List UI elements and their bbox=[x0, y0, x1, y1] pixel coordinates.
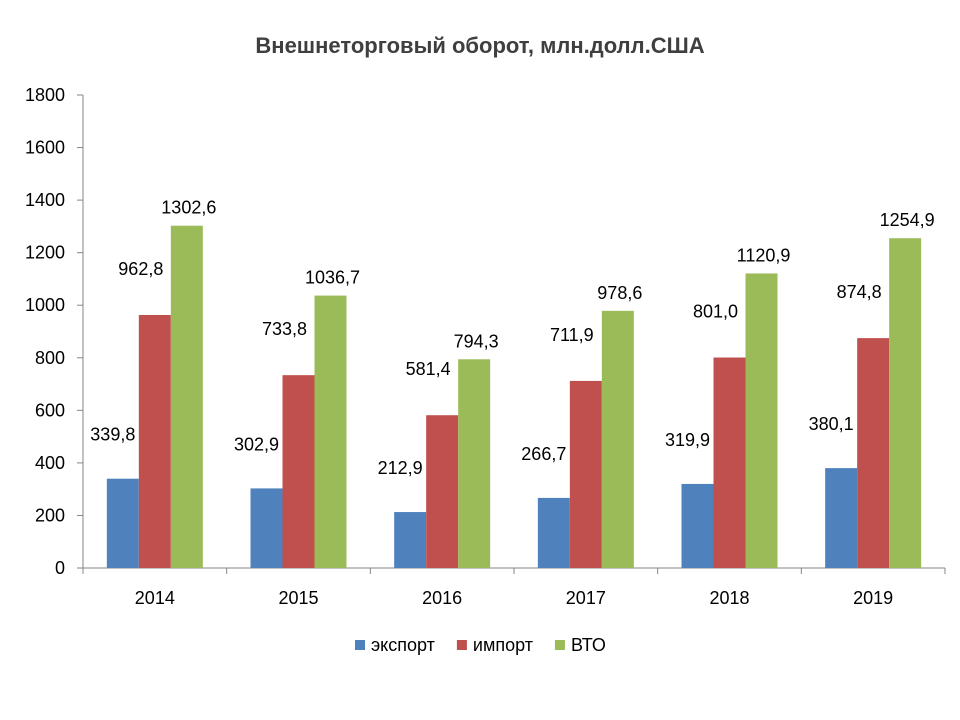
data-label: 874,8 bbox=[837, 282, 882, 302]
chart-bars bbox=[106, 225, 922, 568]
data-label: 1254,9 bbox=[880, 210, 935, 230]
data-label: 1120,9 bbox=[737, 245, 791, 265]
data-label: 978,6 bbox=[597, 283, 642, 303]
y-tick-label: 800 bbox=[35, 348, 65, 368]
bar-import-2017 bbox=[569, 380, 602, 568]
x-tick-label: 2015 bbox=[278, 588, 318, 608]
legend-label: экспорт bbox=[371, 635, 435, 655]
legend-swatch bbox=[355, 640, 365, 650]
data-label: 581,4 bbox=[406, 359, 451, 379]
data-label: 794,3 bbox=[454, 331, 499, 351]
x-tick-label: 2017 bbox=[566, 588, 606, 608]
bar-import-2019 bbox=[857, 338, 890, 568]
bar-import-2015 bbox=[282, 375, 315, 568]
bar-export-2017 bbox=[537, 497, 570, 568]
chart-legend: экспорт импорт ВТО bbox=[355, 635, 606, 655]
x-tick-label: 2016 bbox=[422, 588, 462, 608]
bar-vto-2017 bbox=[601, 310, 634, 568]
bar-vto-2016 bbox=[458, 359, 491, 568]
y-tick-label: 1000 bbox=[25, 295, 65, 315]
bar-vto-2018 bbox=[745, 273, 778, 568]
data-label: 380,1 bbox=[809, 414, 854, 434]
bar-export-2014 bbox=[106, 478, 139, 568]
data-label: 266,7 bbox=[521, 444, 566, 464]
data-label: 801,0 bbox=[693, 302, 738, 322]
chart-axes: 0 200 400 600 800 1000 1200 1400 1600 1800 2014 201… bbox=[25, 85, 946, 608]
y-tick-label: 1600 bbox=[25, 138, 65, 158]
bar-vto-2019 bbox=[889, 238, 922, 568]
data-label: 962,8 bbox=[118, 259, 163, 279]
y-tick-label: 400 bbox=[35, 453, 65, 473]
bar-export-2018 bbox=[681, 483, 714, 568]
bar-import-2018 bbox=[713, 357, 746, 568]
data-label: 1036,7 bbox=[305, 268, 360, 288]
legend-label: ВТО bbox=[571, 635, 606, 655]
y-tick-label: 600 bbox=[35, 400, 65, 420]
x-tick-label: 2018 bbox=[709, 588, 749, 608]
data-label: 711,9 bbox=[550, 325, 594, 345]
x-tick-label: 2014 bbox=[135, 588, 175, 608]
data-label: 1302,6 bbox=[161, 198, 216, 218]
data-label: 319,9 bbox=[665, 430, 710, 450]
bar-import-2014 bbox=[138, 314, 171, 568]
x-tick-label: 2019 bbox=[853, 588, 893, 608]
bar-vto-2015 bbox=[314, 295, 347, 568]
data-label: 302,9 bbox=[234, 434, 279, 454]
legend-label: импорт bbox=[473, 635, 533, 655]
legend-swatch bbox=[456, 640, 467, 650]
bar-export-2016 bbox=[394, 512, 427, 568]
chart-title: Внешнеторговый оборот, млн.долл.США bbox=[255, 33, 704, 58]
y-tick-label: 1200 bbox=[25, 243, 65, 263]
chart-data-labels: 339,8 302,9 212,9 266,7 319,9 380,1 962,8 733,8… bbox=[90, 198, 934, 478]
legend-swatch bbox=[554, 640, 565, 650]
y-tick-label: 1800 bbox=[25, 85, 65, 105]
y-tick-label: 200 bbox=[35, 505, 65, 525]
bar-vto-2014 bbox=[170, 225, 203, 568]
bar-export-2015 bbox=[250, 488, 283, 568]
y-tick-label: 0 bbox=[55, 558, 65, 578]
data-label: 212,9 bbox=[378, 458, 423, 478]
y-tick-label: 1400 bbox=[25, 190, 65, 210]
data-label: 339,8 bbox=[90, 425, 135, 445]
data-label: 733,8 bbox=[262, 319, 307, 339]
bar-export-2019 bbox=[825, 468, 858, 568]
bar-import-2016 bbox=[426, 415, 459, 568]
